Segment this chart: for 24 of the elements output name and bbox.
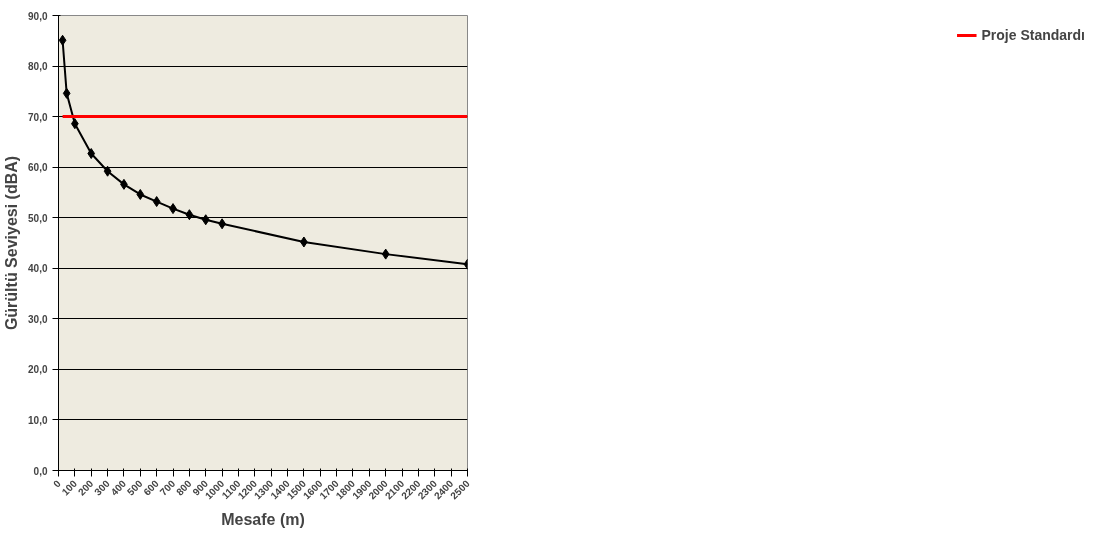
- point: [201, 214, 210, 226]
- y-tick-label: 80,0: [28, 61, 48, 73]
- point: [381, 248, 390, 260]
- point: [185, 209, 194, 221]
- y-tick-label: 10,0: [28, 414, 48, 426]
- legend-label: Proje Standardı: [981, 27, 1085, 43]
- point: [58, 34, 67, 46]
- x-tick-label: 300: [92, 477, 113, 498]
- y-tick-label: 60,0: [28, 162, 48, 174]
- point: [136, 188, 145, 200]
- y-tick-label: 20,0: [28, 364, 48, 376]
- point: [87, 148, 96, 160]
- y-tick-label: 50,0: [28, 212, 48, 224]
- point: [62, 87, 71, 99]
- point: [152, 196, 161, 208]
- y-tick-label: 70,0: [28, 111, 48, 123]
- point: [103, 165, 112, 177]
- y-tick-label: 30,0: [28, 313, 48, 325]
- x-tick-label: 0: [51, 477, 64, 490]
- y-axis-title: Gürültü Seviyesi (dBA): [3, 155, 21, 331]
- x-axis-title: Mesafe (m): [221, 510, 305, 528]
- y-tick-label: 40,0: [28, 263, 48, 275]
- y-tick-label: 90,0: [28, 10, 48, 22]
- y-tick-label: 0,0: [33, 465, 48, 477]
